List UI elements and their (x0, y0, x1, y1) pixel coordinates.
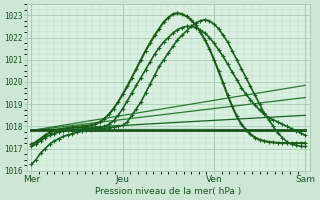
X-axis label: Pression niveau de la mer( hPa ): Pression niveau de la mer( hPa ) (95, 187, 242, 196)
